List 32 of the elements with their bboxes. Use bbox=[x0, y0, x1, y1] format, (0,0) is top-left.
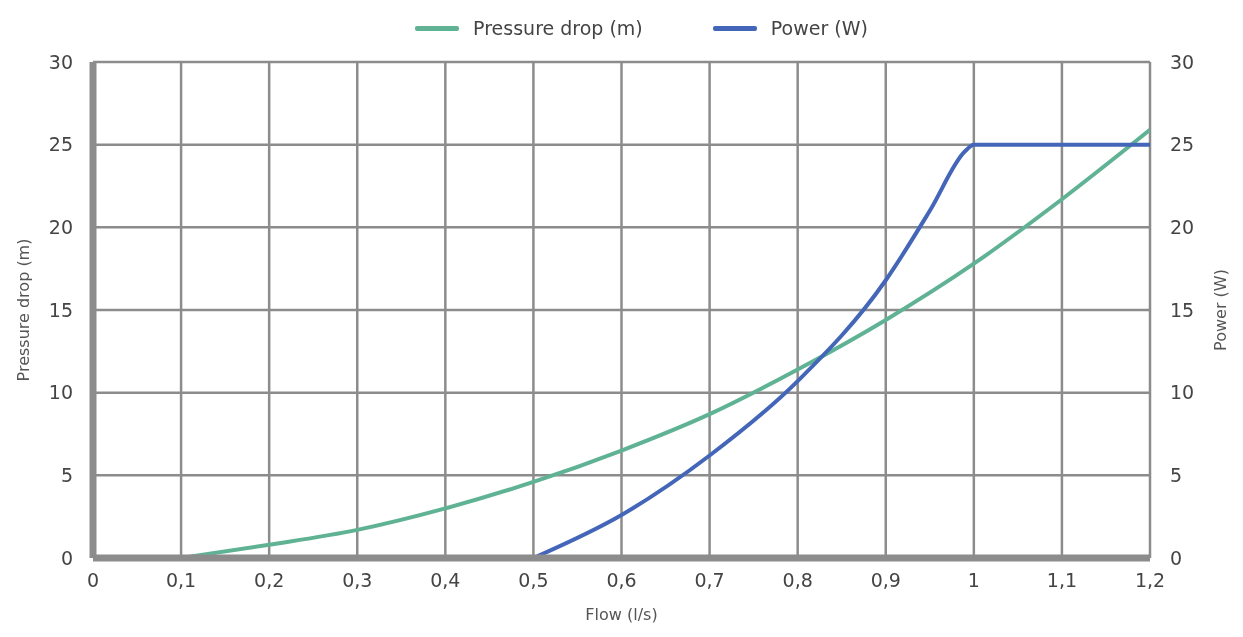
legend-label: Pressure drop (m) bbox=[473, 17, 643, 39]
x-tick-label: 0,1 bbox=[165, 569, 197, 592]
y2-tick-label: 15 bbox=[1170, 298, 1195, 321]
x-axis-title: Flow (l/s) bbox=[585, 605, 658, 624]
y-tick-label: 15 bbox=[48, 298, 73, 321]
y2-tick-label: 10 bbox=[1170, 381, 1195, 404]
x-tick-label: 0,2 bbox=[254, 569, 285, 592]
y-tick-label: 0 bbox=[60, 546, 73, 569]
x-tick-label: 0,6 bbox=[606, 569, 637, 592]
x-tick-label: 0,3 bbox=[342, 569, 373, 592]
x-tick-label: 0 bbox=[86, 569, 100, 592]
x-tick-label: 0,9 bbox=[870, 569, 901, 592]
x-tick-label: 0,8 bbox=[782, 569, 813, 592]
y-tick-label: 25 bbox=[48, 133, 73, 156]
y-tick-label: 10 bbox=[48, 381, 73, 404]
y-tick-label: 30 bbox=[48, 50, 73, 73]
y2-tick-label: 25 bbox=[1170, 133, 1195, 156]
y2-tick-label: 0 bbox=[1170, 546, 1183, 569]
x-tick-label: 1,1 bbox=[1046, 569, 1078, 592]
y2-tick-label: 30 bbox=[1170, 50, 1195, 73]
y-axis-title: Pressure drop (m) bbox=[13, 238, 33, 382]
x-tick-label: 1,2 bbox=[1134, 569, 1166, 592]
y-tick-label: 5 bbox=[60, 464, 73, 487]
legend-label: Power (W) bbox=[770, 17, 868, 39]
y2-axis-title: Power (W) bbox=[1210, 269, 1230, 351]
x-tick-label: 0,5 bbox=[518, 569, 549, 592]
x-tick-label: 0,4 bbox=[430, 569, 461, 592]
y2-tick-label: 5 bbox=[1170, 464, 1183, 487]
x-tick-label: 1 bbox=[967, 569, 980, 592]
y2-tick-label: 20 bbox=[1170, 216, 1195, 239]
y-tick-label: 20 bbox=[48, 216, 73, 239]
x-tick-label: 0,7 bbox=[694, 569, 725, 592]
